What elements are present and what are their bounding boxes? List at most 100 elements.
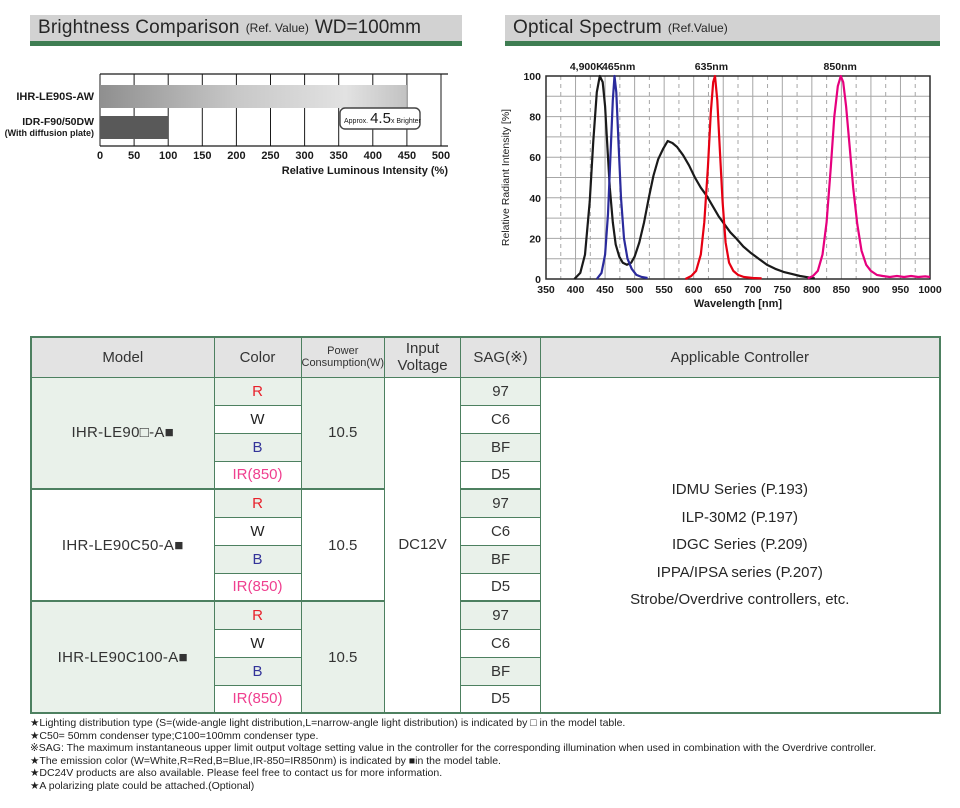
series-ir-850nm (807, 74, 931, 280)
model-name: IHR-LE90□-A■ (30, 376, 215, 490)
color-value: B (213, 544, 302, 574)
input-voltage-value: DC12V (384, 376, 462, 714)
footnote-line: ★C50= 50mm condenser type;C100=100mm con… (30, 729, 319, 742)
series-blue-465nm (595, 74, 648, 280)
bar-ihr-le90s-aw (100, 85, 407, 108)
x-tick-label: 450 (398, 150, 416, 162)
peak-label: 635nm (695, 61, 728, 73)
x-tick-label: 500 (432, 150, 450, 162)
header-applicable-controller: Applicable Controller (540, 336, 941, 378)
x-tick-label: 0 (97, 150, 103, 162)
peak-label: 465nm (602, 61, 635, 73)
sag-value: 97 (460, 600, 542, 630)
brightness-bar-chart: 0 50 100 150 200 250 300 350 400 450 500 IHR-LE90S-… (5, 73, 450, 177)
sag-value: BF (460, 432, 542, 462)
x-tick-label: 850 (833, 284, 851, 296)
sag-value: D5 (460, 684, 542, 714)
spectrum-title: Optical Spectrum (513, 17, 662, 38)
table-row: IR(850) D5 (31, 572, 940, 602)
sag-value: C6 (460, 628, 542, 658)
bar-idr-f90-50dw (100, 116, 169, 139)
x-tick-label: 550 (655, 284, 673, 296)
series-white-4-900k (573, 74, 815, 280)
brightness-wd-label: WD=100mm (314, 17, 421, 38)
table-row: B BF (31, 544, 940, 574)
color-value: B (213, 432, 302, 462)
power-value: 10.5 (300, 600, 386, 714)
sag-value: C6 (460, 404, 542, 434)
x-tick-label: 450 (596, 284, 614, 296)
footnote-line: ★The emission color (W=White,R=Red,B=Blu… (30, 754, 501, 767)
model-name: IHR-LE90C50-A■ (30, 488, 215, 602)
footnotes: ★Lighting distribution type (S=(wide-ang… (30, 717, 958, 793)
table-row: IR(850) D5 (31, 684, 940, 714)
x-tick-label: 500 (626, 284, 644, 296)
model-name: IHR-LE90C100-A■ (30, 600, 215, 714)
table-row: IHR-LE90C100-A■ R 10.5 97 (30, 600, 940, 714)
header-model: Model (30, 336, 215, 378)
color-value: W (213, 516, 302, 546)
header-power-line2: Consumption(W) (301, 357, 385, 370)
x-axis-title: Wavelength [nm] (694, 298, 783, 310)
sag-value: C6 (460, 516, 542, 546)
table-header-row: Model Color Power Consumption(W) Input V… (30, 336, 941, 378)
table-row: W C6 (31, 628, 940, 658)
bar-label-2: IDR-F90/50DW (22, 116, 94, 128)
brightness-section-header: Brightness Comparison (Ref. Value) WD=10… (30, 15, 462, 46)
x-tick-label: 250 (261, 150, 279, 162)
spectrum-section-header: Optical Spectrum (Ref.Value) (505, 15, 940, 46)
x-tick-label: 50 (128, 150, 140, 162)
x-tick-label: 900 (862, 284, 880, 296)
brightness-ref-label: (Ref. Value) (245, 21, 309, 35)
x-tick-label: 400 (567, 284, 585, 296)
color-value: R (213, 600, 302, 630)
series-red-635nm (684, 74, 762, 280)
x-tick-label: 100 (159, 150, 177, 162)
y-tick-label: 40 (529, 193, 541, 205)
power-value: 10.5 (300, 488, 386, 602)
spec-table: Model Color Power Consumption(W) Input V… (30, 336, 941, 714)
x-tick-label: 300 (295, 150, 313, 162)
table-row: W C6 (31, 516, 940, 546)
sag-value: BF (460, 544, 542, 574)
color-value: W (213, 404, 302, 434)
color-value: IR(850) (213, 684, 302, 714)
header-sag: SAG(※) (460, 336, 542, 378)
color-value: B (213, 656, 302, 686)
x-tick-label: 600 (685, 284, 703, 296)
power-value: 10.5 (300, 376, 386, 490)
controller-item: IDMU Series (P.193) (671, 481, 808, 498)
annotation-text: Approx. 4.5x Brighter (344, 110, 422, 127)
header-power: Power Consumption(W) (300, 336, 386, 378)
controller-list: IDMU Series (P.193) ILP-30M2 (P.197) IDGC … (540, 376, 941, 714)
header-color: Color (213, 336, 302, 378)
table-row: W C6 (31, 404, 940, 434)
sag-value: D5 (460, 460, 542, 490)
controller-item: ILP-30M2 (P.197) (681, 508, 799, 526)
x-tick-label: 350 (330, 150, 348, 162)
spectrum-ref-label: (Ref.Value) (667, 21, 728, 35)
footnote-line: ※SAG: The maximum instantaneous upper li… (30, 742, 877, 755)
plot-border (545, 75, 931, 280)
color-value: R (213, 376, 302, 406)
x-tick-label: 200 (227, 150, 245, 162)
footnote-line: ★Lighting distribution type (S=(wide-ang… (30, 717, 626, 729)
table-row: IHR-LE90□-A■ R 10.5 DC12V 97 IDMU Series (P.1… (30, 376, 941, 714)
x-tick-label: 400 (364, 150, 382, 162)
y-tick-label: 20 (529, 233, 541, 245)
x-tick-label: 150 (193, 150, 211, 162)
x-tick-label: 700 (744, 284, 762, 296)
y-axis-title: Relative Radiant Intensity [%] (500, 109, 512, 246)
brightness-title: Brightness Comparison (38, 17, 240, 38)
controller-item: IPPA/IPSA series (P.207) (656, 563, 823, 581)
annotation-box (339, 107, 421, 130)
table-row: IR(850) D5 (31, 460, 940, 490)
y-tick-label: 0 (535, 274, 541, 286)
sag-value: D5 (460, 572, 542, 602)
color-value: R (213, 488, 302, 518)
header-input-voltage: Input Voltage (384, 336, 462, 378)
footnote-line: ★DC24V products are also available. Plea… (30, 767, 443, 780)
spec-table-wrap: Model Color Power Consumption(W) Input V… (30, 336, 941, 714)
peak-label: 850nm (824, 61, 857, 73)
y-tick-label: 60 (529, 152, 541, 164)
